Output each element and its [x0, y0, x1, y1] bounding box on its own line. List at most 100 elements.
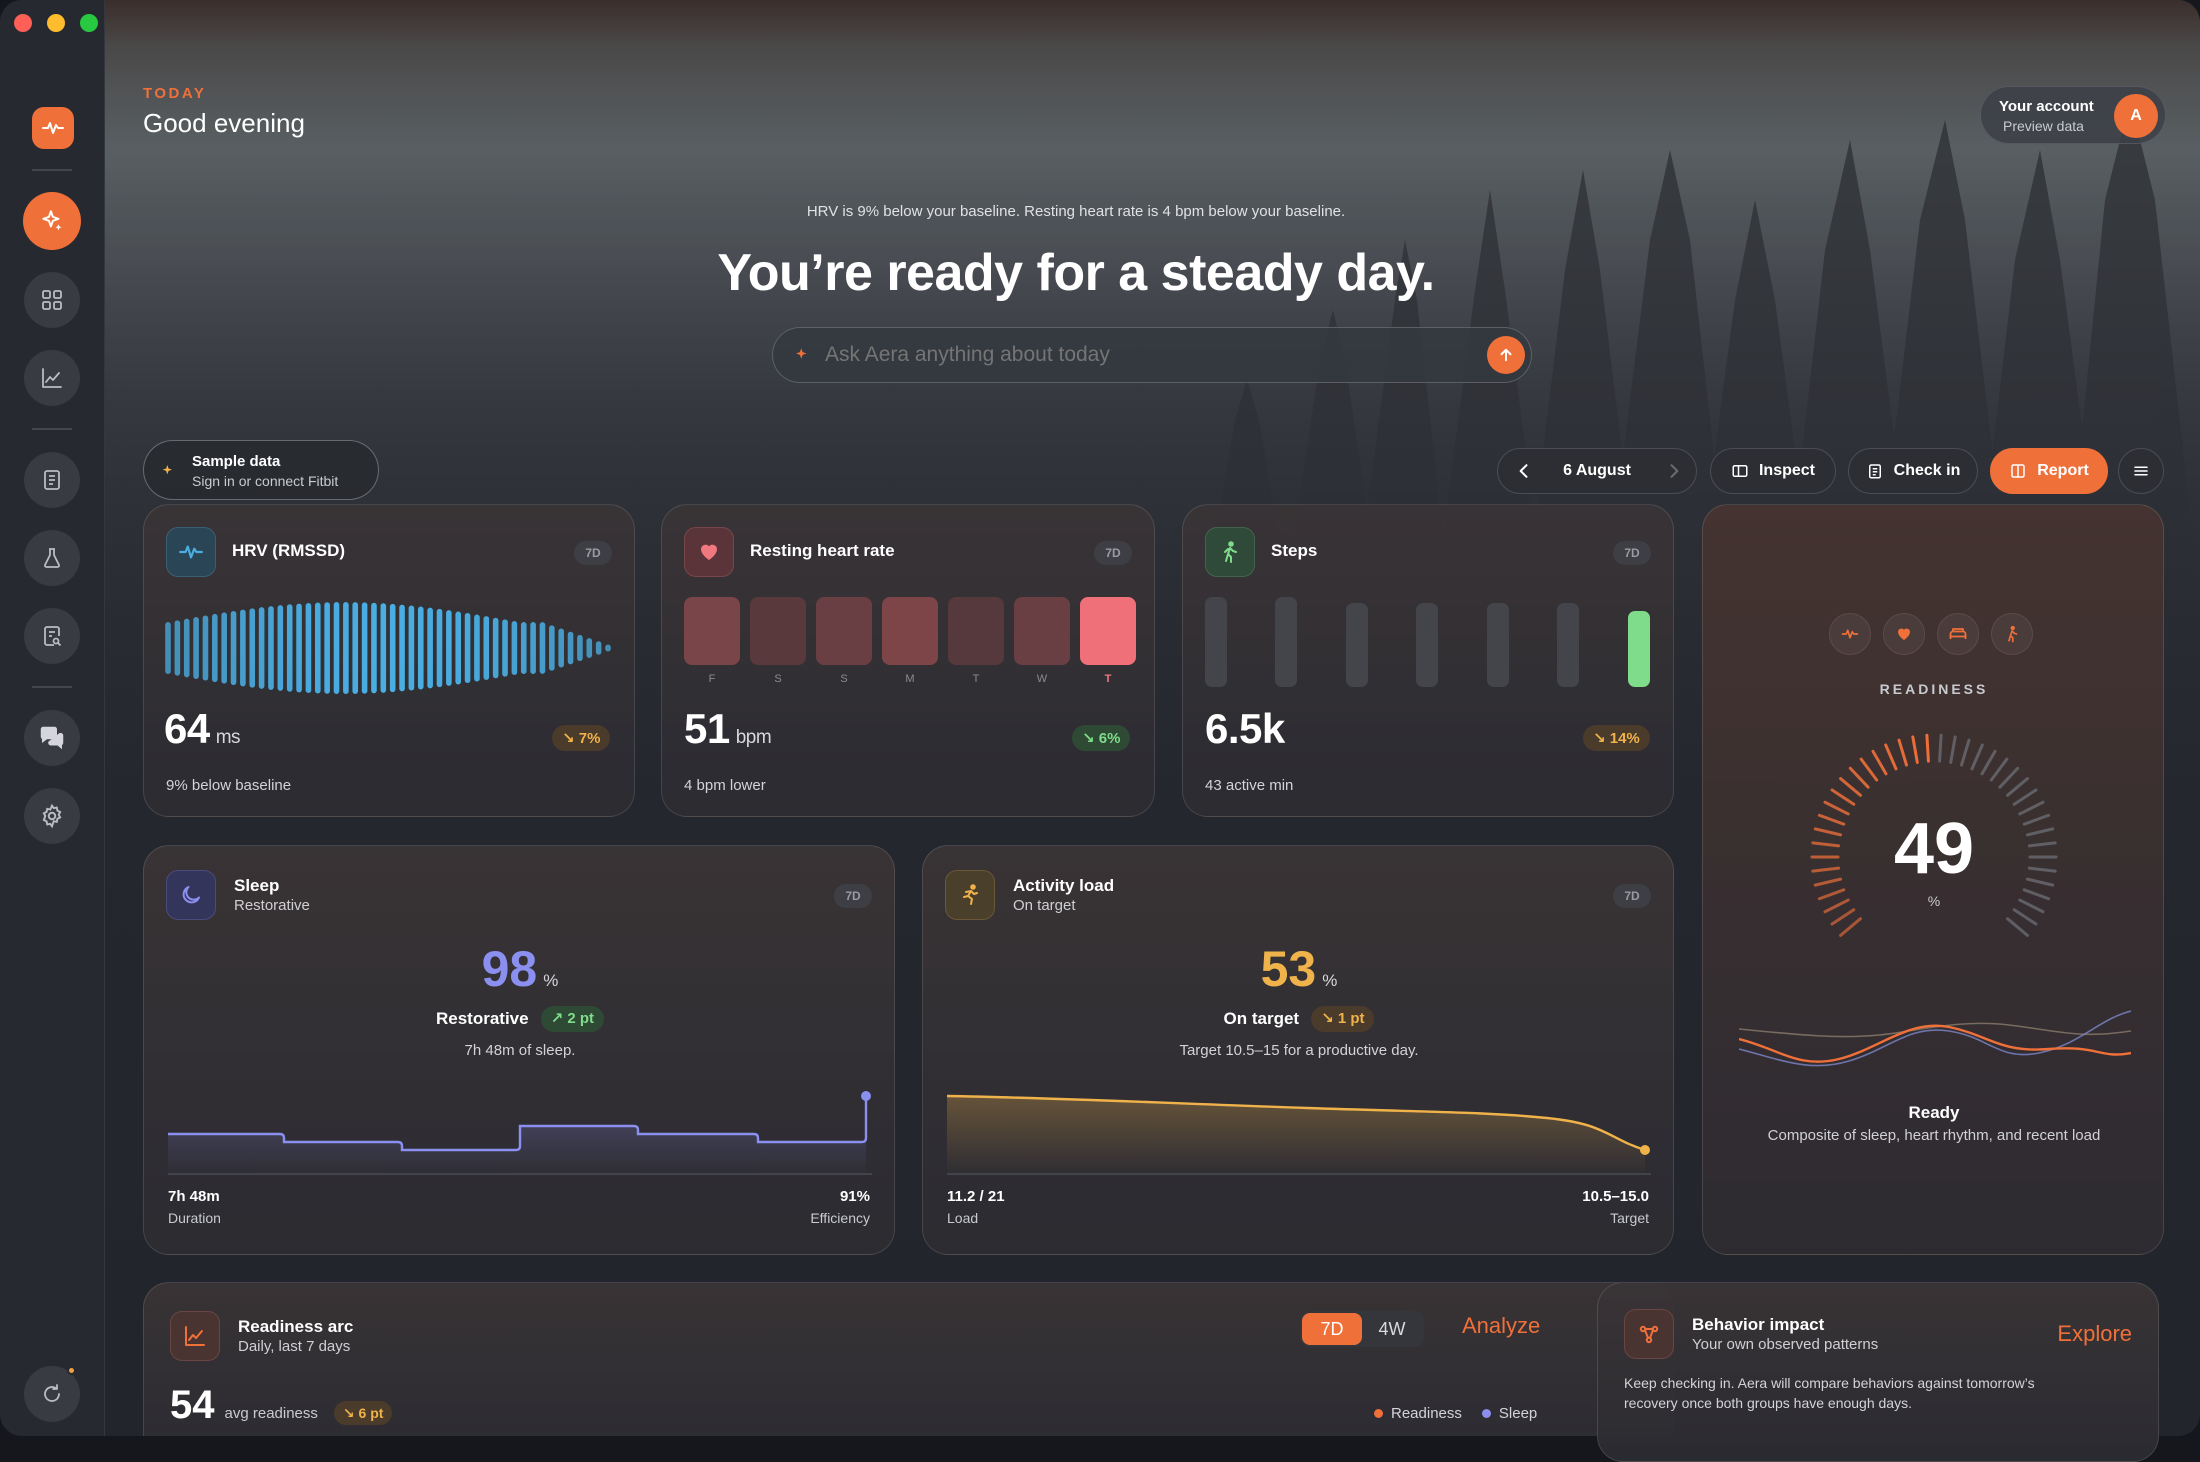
ask-input[interactable] — [825, 340, 1445, 370]
rhr-bar-today — [1080, 597, 1136, 665]
rhr-day-label: T — [972, 673, 980, 685]
legend-readiness: Readiness — [1391, 1405, 1462, 1422]
sparkle-icon — [162, 465, 172, 475]
sleep-efficiency-label: Efficiency — [810, 1210, 870, 1226]
inspect-button[interactable]: Inspect — [1710, 448, 1836, 494]
chat-bubbles-icon — [40, 726, 64, 750]
hrv-wave-bar — [305, 602, 312, 694]
rhr-day-bars: F S S M T W T — [684, 597, 1144, 697]
hrv-wave-bar — [455, 611, 462, 685]
legend-sleep: Sleep — [1498, 1405, 1538, 1422]
gauge-tick — [2006, 777, 2029, 797]
rhr-bar — [684, 597, 740, 665]
hrv-wave-bar — [483, 616, 490, 680]
rhr-day-label: S — [840, 673, 848, 685]
hrv-value: 64 ms — [164, 705, 241, 753]
previous-day-button[interactable] — [1514, 461, 1534, 481]
gauge-tick — [1811, 841, 1841, 848]
range-7d-tab[interactable]: 7D — [1302, 1313, 1362, 1345]
readiness-unit: % — [1927, 893, 1941, 909]
sidebar-item-journal[interactable] — [24, 452, 80, 508]
gauge-tick — [1859, 757, 1879, 782]
report-button[interactable]: Report — [1990, 448, 2108, 494]
arc-legend: Readiness Sleep — [1374, 1405, 1537, 1422]
steps-value: 6.5k — [1205, 705, 1285, 752]
minimize-window-button[interactable] — [47, 14, 65, 32]
activity-unit: % — [1322, 971, 1338, 990]
activity-score: 53% — [923, 940, 1675, 998]
hrv-wave-bar — [165, 622, 171, 674]
sidebar-divider — [32, 169, 72, 171]
rhr-day-label: T — [1104, 673, 1112, 685]
main-content: TODAY Good evening Your account Preview … — [105, 0, 2200, 1436]
sample-data-button[interactable]: Sample data Sign in or connect Fitbit — [143, 440, 379, 500]
gauge-tick — [2012, 788, 2038, 806]
report-label: Report — [2037, 462, 2089, 479]
sliders-icon — [2134, 466, 2148, 476]
sidebar-item-settings[interactable] — [24, 788, 80, 844]
gauge-tick — [1811, 866, 1841, 873]
filter-button[interactable] — [2118, 448, 2164, 494]
account-button[interactable]: Your account Preview data A — [1980, 86, 2166, 144]
steps-range-tag: 7D — [1613, 541, 1651, 565]
rhr-title: Resting heart rate — [750, 541, 895, 560]
resting-heart-rate-card[interactable]: Resting heart rate 7D F S S M T W T 51 bp… — [661, 504, 1155, 817]
close-window-button[interactable] — [14, 14, 32, 32]
sleep-source-button[interactable] — [1937, 613, 1979, 655]
activity-title: Activity load — [1013, 876, 1115, 895]
hrv-wave-bar — [380, 603, 387, 693]
analyze-link[interactable]: Analyze — [1462, 1313, 1541, 1338]
range-4w-tab[interactable]: 4W — [1378, 1318, 1406, 1339]
hrv-wave-bar — [492, 617, 499, 679]
send-button[interactable] — [1487, 336, 1525, 374]
arrow-up-icon — [1500, 348, 1512, 362]
sidebar-item-chat[interactable] — [24, 710, 80, 766]
hrv-source-button[interactable] — [1829, 613, 1871, 655]
arc-icon-tile — [170, 1311, 220, 1361]
sidebar-item-trends[interactable] — [24, 350, 80, 406]
gauge-tick — [1925, 733, 1930, 763]
hrv-wave-bar — [605, 644, 611, 652]
sidebar-item-dashboard[interactable] — [24, 272, 80, 328]
sidebar-item-today[interactable] — [23, 192, 81, 250]
hrv-wave-bar — [595, 641, 602, 655]
arc-average: 54 avg readiness ↘ 6 pt — [170, 1383, 393, 1428]
heart-source-button[interactable] — [1883, 613, 1925, 655]
rhr-bar — [1014, 597, 1070, 665]
hrv-number: 64 — [164, 705, 210, 752]
zoom-window-button[interactable] — [80, 14, 98, 32]
sleep-card[interactable]: Sleep Restorative 7D 98% Restorative ↗ 2… — [143, 845, 895, 1255]
pulse-icon — [42, 122, 64, 134]
steps-bar — [1416, 603, 1438, 687]
sidebar-divider — [32, 428, 72, 430]
next-day-button[interactable] — [1664, 461, 1684, 481]
hrv-wave-bar — [417, 606, 424, 690]
hrv-wave-bar — [427, 607, 433, 689]
rhr-bar — [882, 597, 938, 665]
pulse-icon — [179, 545, 203, 559]
gauge-tick — [2022, 888, 2051, 901]
activity-source-button[interactable] — [1991, 613, 2033, 655]
rhr-change-badge: ↘ 6% — [1072, 725, 1131, 751]
bed-icon — [1949, 628, 1967, 639]
baseline-note: HRV is 9% below your baseline. Resting h… — [806, 203, 1346, 220]
hrv-wave-bar — [361, 602, 368, 694]
steps-bars — [1205, 597, 1665, 693]
explore-link[interactable]: Explore — [2057, 1321, 2132, 1346]
steps-card[interactable]: Steps 7D 6.5k ↘ 14% 43 active min — [1182, 504, 1674, 817]
sidebar-item-experiments[interactable] — [24, 530, 80, 586]
ask-bar[interactable] — [772, 327, 1532, 383]
check-in-button[interactable]: Check in — [1848, 448, 1978, 494]
hrv-card[interactable]: HRV (RMSSD) 7D 64 ms ↘ 7% 9% below baseli… — [143, 504, 635, 817]
sync-button[interactable] — [24, 1366, 80, 1422]
sidebar-item-reports[interactable] — [24, 608, 80, 664]
walking-icon — [2008, 625, 2018, 643]
readiness-card[interactable]: READINESS 49 % Ready Composite of sleep,… — [1702, 504, 2164, 1255]
header-eyebrow: TODAY — [143, 85, 207, 102]
activity-target-value: 10.5–15.0 — [1582, 1188, 1649, 1205]
activity-load-card[interactable]: Activity load On target 7D 53% On target… — [922, 845, 1674, 1255]
line-chart-icon — [185, 1326, 205, 1346]
rhr-day-label: S — [774, 673, 782, 685]
gauge-tick — [2006, 917, 2029, 937]
